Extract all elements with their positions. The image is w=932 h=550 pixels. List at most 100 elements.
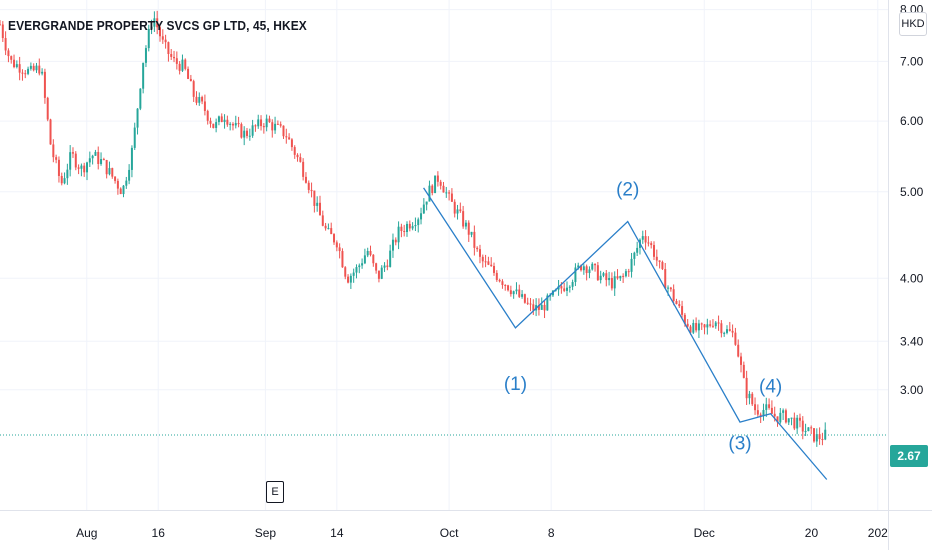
candle-body [756, 410, 759, 415]
candle-body [661, 261, 664, 270]
candle-body [478, 249, 481, 257]
candle-body [770, 407, 773, 414]
candle-body [330, 228, 333, 235]
time-axis[interactable]: Aug 16 Sep 14 Oct 8 Dec 20 202 [76, 526, 888, 540]
candle-body [142, 62, 145, 89]
candle-body [711, 325, 714, 327]
candle-body [526, 302, 529, 304]
candle-body [100, 159, 103, 164]
elliott-wave-line [423, 187, 828, 480]
candle-body [293, 147, 296, 155]
candle-body [153, 18, 156, 27]
candle-body [599, 275, 602, 281]
candle-body [616, 276, 619, 279]
candle-body [776, 416, 779, 423]
candle-body [818, 434, 821, 440]
candle-body [52, 144, 55, 158]
candle-body [83, 165, 86, 173]
candle-body [422, 204, 425, 214]
x-tick-label: Aug [76, 526, 97, 540]
candle-body [529, 303, 532, 305]
candle-body [316, 202, 319, 206]
candle-body [243, 130, 246, 138]
candle-body [321, 215, 324, 226]
wave-label-layer: (1) (2) (3) (4) [504, 180, 782, 455]
candle-body [627, 271, 630, 273]
currency-button[interactable]: HKD [899, 12, 927, 36]
wave-label: (1) [504, 374, 527, 395]
candle-body [563, 288, 566, 291]
candle-body [260, 119, 263, 127]
candle-body [195, 96, 198, 103]
candle-body [358, 265, 361, 268]
candle-body [543, 304, 546, 311]
candle-body [655, 256, 658, 261]
candle-body [669, 287, 672, 290]
candle-body [377, 270, 380, 279]
candle-body [29, 65, 32, 69]
candle-body [636, 247, 639, 253]
candle-body [678, 304, 681, 307]
candle-body [164, 39, 167, 43]
candle-body [150, 26, 153, 29]
candle-body [136, 108, 139, 128]
candle-body [4, 38, 7, 51]
candle-body [622, 275, 625, 277]
candle-body [695, 323, 698, 331]
candle-body [577, 265, 580, 268]
candle-body [700, 323, 703, 325]
candle-body [689, 326, 692, 333]
candle-body [310, 189, 313, 191]
candle-body [71, 152, 74, 154]
candle-body [400, 226, 403, 231]
candle-body [445, 192, 448, 194]
candle-body [133, 127, 136, 148]
candle-body [251, 125, 254, 136]
candle-body [476, 247, 479, 250]
candle-body [265, 118, 268, 128]
candle-body [43, 71, 46, 98]
candle-body [493, 266, 496, 273]
wave-label: (3) [728, 434, 751, 455]
candle-body [650, 243, 653, 246]
candle-body [302, 161, 305, 177]
candle-body [773, 413, 776, 417]
y-tick-label: 3.40 [900, 334, 924, 348]
candle-body [523, 294, 526, 303]
candle-body [782, 410, 785, 413]
candle-body [139, 88, 142, 109]
candle-body [596, 265, 599, 281]
candle-body [473, 231, 476, 248]
candle-body [94, 151, 97, 156]
candle-body [728, 329, 731, 331]
candle-body [748, 393, 751, 399]
candle-body [274, 123, 277, 131]
candle-body [49, 119, 52, 145]
candle-body [515, 289, 518, 292]
candle-body [448, 192, 451, 194]
candle-body [697, 323, 700, 331]
candle-body [254, 125, 257, 127]
candle-body [692, 323, 695, 333]
candle-body [189, 78, 192, 82]
candle-body [212, 123, 215, 128]
candle-body [209, 120, 212, 124]
price-axis[interactable]: 3.003.404.005.006.007.008.00 [900, 3, 924, 397]
candle-body [813, 428, 815, 442]
candle-body [220, 116, 223, 123]
candle-body [518, 289, 521, 297]
candle-body [91, 155, 94, 159]
candle-body [116, 180, 119, 189]
candle-body [411, 226, 414, 229]
candle-body [580, 265, 583, 271]
candle-body [333, 234, 336, 243]
wave-label: (4) [759, 376, 782, 397]
candle-body [46, 97, 49, 120]
candle-body [262, 126, 265, 128]
earnings-event-marker[interactable]: E [266, 481, 284, 503]
candle-body [436, 175, 439, 182]
candle-body [215, 122, 218, 128]
